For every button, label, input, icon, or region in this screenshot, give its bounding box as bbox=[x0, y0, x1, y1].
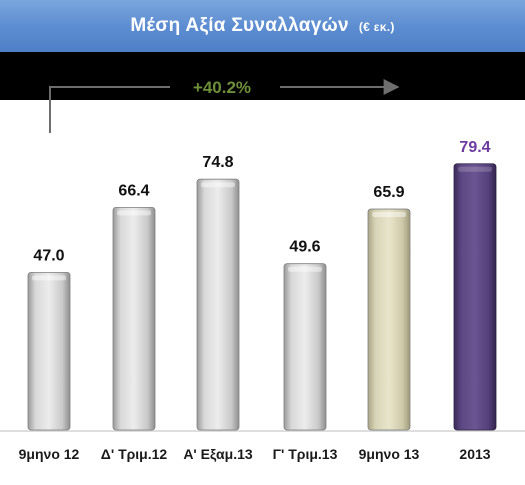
bar-2-bevel bbox=[117, 210, 151, 216]
bar-6 bbox=[453, 163, 497, 431]
bar-6-bevel bbox=[458, 166, 492, 172]
category-label-4: Γ' Τριμ.13 bbox=[273, 446, 338, 462]
value-label-6: 79.4 bbox=[459, 139, 490, 156]
bar-5-bevel bbox=[372, 212, 406, 218]
value-label-5: 65.9 bbox=[373, 184, 404, 201]
value-label-4: 49.6 bbox=[289, 239, 320, 256]
growth-label: +40.2% bbox=[193, 78, 251, 97]
category-label-6: 2013 bbox=[459, 446, 490, 462]
bar-4 bbox=[283, 263, 327, 431]
bar-3-bevel bbox=[201, 182, 235, 188]
growth-band bbox=[0, 52, 525, 100]
category-label-3: Α' Εξαμ.13 bbox=[183, 446, 253, 462]
bar-2 bbox=[112, 206, 156, 431]
bar-5 bbox=[367, 208, 411, 431]
value-labels-group: 47.0 66.4 74.8 49.6 65.9 79.4 bbox=[33, 139, 490, 265]
value-label-3: 74.8 bbox=[202, 154, 233, 171]
bar-1-bevel bbox=[32, 275, 66, 281]
category-label-1: 9μηνο 12 bbox=[19, 446, 80, 462]
bar-3 bbox=[196, 178, 240, 431]
category-label-2: Δ' Τριμ.12 bbox=[101, 446, 168, 462]
category-label-5: 9μηνο 13 bbox=[359, 446, 420, 462]
bar-1 bbox=[27, 272, 71, 431]
chart-title-unit: (€ εκ.) bbox=[358, 20, 395, 34]
chart-title-main: Μέση Αξία Συναλλαγών bbox=[130, 15, 349, 36]
bar-4-bevel bbox=[288, 266, 322, 272]
value-label-2: 66.4 bbox=[118, 182, 149, 199]
chart-title: Μέση Αξία Συναλλαγών (€ εκ.) bbox=[0, 0, 525, 52]
growth-bracket-line bbox=[49, 86, 170, 133]
category-labels-group: 9μηνο 12 Δ' Τριμ.12 Α' Εξαμ.13 Γ' Τριμ.13 9μ… bbox=[19, 446, 491, 462]
growth-indicator: +40.2% bbox=[49, 78, 400, 133]
value-label-1: 47.0 bbox=[33, 247, 64, 264]
bars-group bbox=[27, 163, 497, 431]
